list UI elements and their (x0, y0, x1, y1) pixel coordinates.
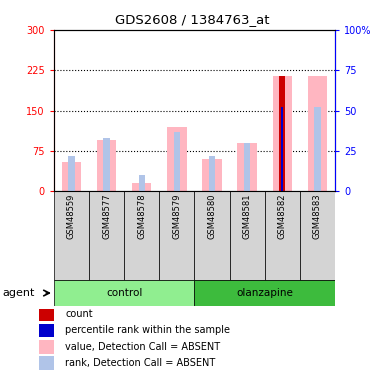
Text: GSM48582: GSM48582 (278, 194, 287, 239)
Bar (62, 162, 81, 191)
Bar (279, 76, 285, 191)
Bar (203, 159, 222, 191)
Text: GSM48583: GSM48583 (313, 194, 322, 239)
Bar (139, 175, 145, 191)
Text: rank, Detection Call = ABSENT: rank, Detection Call = ABSENT (65, 358, 216, 368)
Bar (97, 140, 116, 191)
Bar (273, 76, 292, 191)
Text: control: control (106, 288, 142, 298)
Text: GSM48580: GSM48580 (208, 194, 216, 239)
Bar (281, 107, 283, 191)
Bar (264, 191, 300, 280)
Bar (104, 138, 110, 191)
Bar (54, 191, 89, 280)
Bar (132, 183, 151, 191)
Text: percentile rank within the sample: percentile rank within the sample (65, 326, 231, 335)
Bar (159, 191, 194, 280)
Bar (38, 324, 54, 337)
Text: GSM48581: GSM48581 (243, 194, 252, 239)
Text: GSM48559: GSM48559 (67, 194, 76, 239)
Bar (54, 280, 194, 306)
Bar (194, 191, 229, 280)
Bar (174, 132, 180, 191)
Bar (38, 356, 54, 370)
Bar (279, 107, 285, 191)
Bar (238, 143, 257, 191)
Bar (209, 156, 215, 191)
Bar (68, 156, 75, 191)
Text: GSM48579: GSM48579 (172, 194, 181, 239)
Bar (89, 191, 124, 280)
Text: value, Detection Call = ABSENT: value, Detection Call = ABSENT (65, 342, 221, 352)
Bar (38, 307, 54, 321)
Text: olanzapine: olanzapine (236, 288, 293, 298)
Bar (300, 191, 335, 280)
Text: GSM48578: GSM48578 (137, 194, 146, 239)
Bar (314, 107, 321, 191)
Bar (229, 191, 265, 280)
Text: GDS2608 / 1384763_at: GDS2608 / 1384763_at (115, 13, 270, 26)
Bar (308, 76, 327, 191)
Bar (124, 191, 159, 280)
Text: count: count (65, 309, 93, 319)
Bar (194, 280, 335, 306)
Bar (167, 127, 186, 191)
Text: GSM48577: GSM48577 (102, 194, 111, 239)
Bar (38, 340, 54, 354)
Bar (244, 143, 250, 191)
Text: agent: agent (2, 288, 34, 298)
